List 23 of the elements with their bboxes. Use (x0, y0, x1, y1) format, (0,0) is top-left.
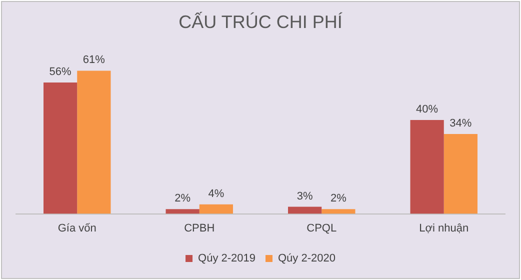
x-tick-label: CPBH (184, 222, 215, 234)
data-label: 2% (174, 192, 191, 205)
bar (166, 209, 200, 214)
bar (322, 209, 356, 214)
bar (77, 70, 111, 214)
legend-label: Qúy 2-2019 (198, 252, 256, 265)
bar (410, 120, 444, 214)
data-label: 40% (416, 104, 438, 116)
legend-label: Qúy 2-2020 (278, 252, 336, 265)
bar (288, 206, 322, 214)
data-label: 34% (450, 118, 472, 130)
x-tick-label: CPQL (306, 222, 337, 234)
x-tick-label: Lợi nhuận (419, 222, 469, 234)
x-tick-label: Gía vốn (58, 222, 96, 234)
data-label: 3% (296, 190, 313, 202)
data-label: 2% (330, 192, 347, 205)
bar (199, 204, 233, 214)
bar (44, 82, 78, 214)
bar (444, 134, 478, 214)
chart-title: CẤU TRÚC CHI PHÍ (178, 10, 342, 32)
data-label: 56% (49, 66, 72, 78)
data-label: 61% (82, 54, 106, 66)
data-label: 4% (208, 188, 224, 200)
